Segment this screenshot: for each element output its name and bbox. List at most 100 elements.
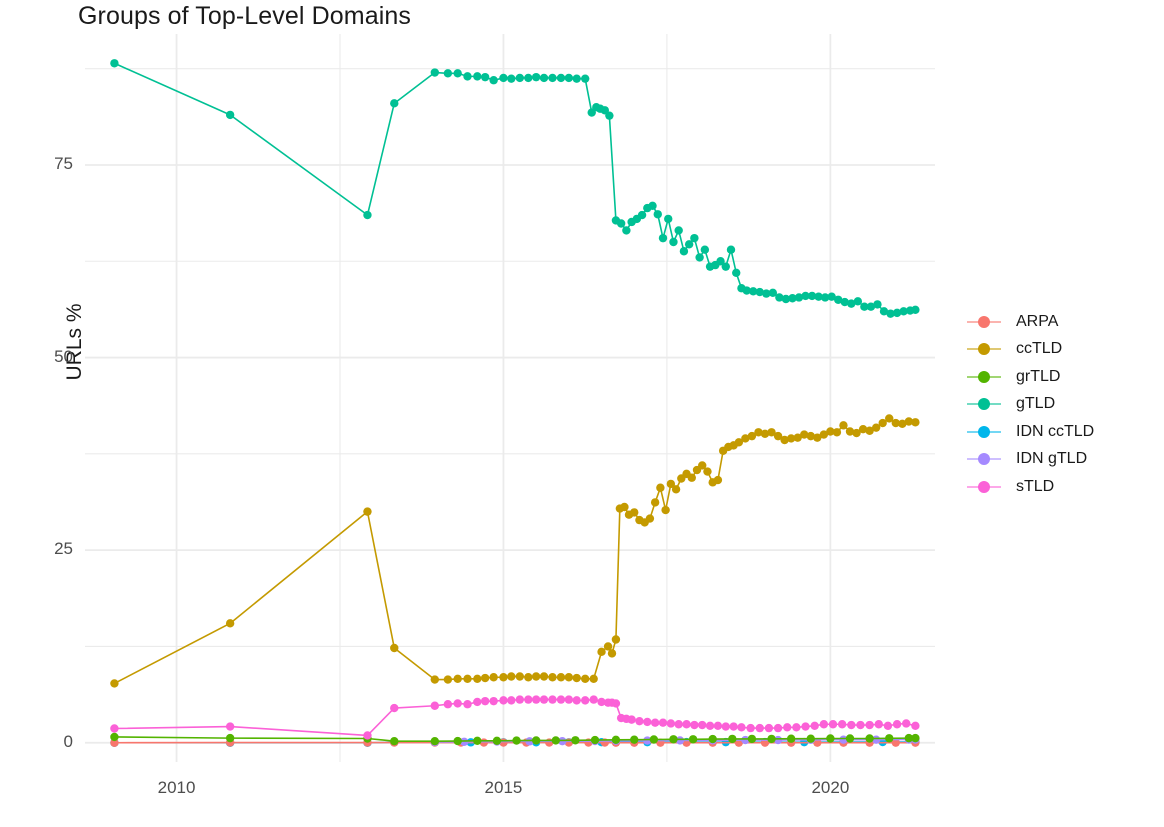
legend-item-grtld[interactable]: grTLD bbox=[966, 363, 1156, 391]
data-point bbox=[635, 716, 644, 726]
data-point bbox=[767, 734, 776, 744]
data-point bbox=[813, 433, 822, 442]
data-point bbox=[687, 473, 696, 482]
legend-key-swatch bbox=[966, 394, 1002, 414]
data-point bbox=[728, 734, 737, 744]
data-point bbox=[904, 417, 914, 426]
data-point bbox=[826, 734, 835, 743]
data-point bbox=[671, 485, 681, 494]
data-point bbox=[572, 673, 581, 683]
data-point bbox=[847, 299, 856, 308]
data-point bbox=[911, 721, 920, 730]
data-point bbox=[489, 696, 498, 706]
data-point bbox=[643, 736, 652, 745]
legend-item-idn-gtld[interactable]: IDN gTLD bbox=[966, 446, 1156, 474]
data-point bbox=[620, 502, 629, 512]
data-point bbox=[572, 74, 581, 83]
legend-dot bbox=[978, 453, 990, 466]
data-point bbox=[648, 201, 657, 210]
data-point bbox=[556, 695, 566, 704]
data-point bbox=[603, 642, 613, 651]
legend-key-swatch bbox=[966, 422, 1002, 442]
data-point bbox=[839, 421, 848, 430]
data-point bbox=[363, 507, 372, 516]
data-point bbox=[658, 718, 668, 727]
data-point bbox=[792, 723, 801, 732]
data-point bbox=[548, 673, 557, 682]
data-point bbox=[453, 674, 462, 683]
data-point bbox=[499, 696, 508, 705]
data-point bbox=[463, 700, 472, 709]
data-point bbox=[225, 733, 235, 743]
legend-item-arpa[interactable]: ARPA bbox=[966, 308, 1156, 336]
data-point bbox=[746, 723, 755, 733]
data-point bbox=[390, 703, 399, 713]
gridlines bbox=[85, 34, 935, 762]
data-point bbox=[754, 428, 763, 437]
data-point bbox=[837, 720, 847, 729]
data-point bbox=[664, 214, 673, 224]
data-point bbox=[866, 302, 876, 311]
chart-title: Groups of Top-Level Domains bbox=[78, 2, 411, 30]
data-point bbox=[674, 226, 683, 235]
data-point bbox=[453, 736, 462, 746]
legend-item-gtld[interactable]: gTLD bbox=[966, 391, 1156, 419]
data-point bbox=[515, 672, 525, 681]
legend-item-idn-cctld[interactable]: IDN ccTLD bbox=[966, 418, 1156, 446]
legend-key-swatch bbox=[966, 312, 1002, 332]
data-point bbox=[911, 305, 920, 314]
data-point bbox=[698, 461, 707, 470]
data-point bbox=[571, 736, 580, 745]
data-point bbox=[539, 73, 549, 83]
series-grtld bbox=[110, 732, 920, 746]
legend-item-cctld[interactable]: ccTLD bbox=[966, 336, 1156, 364]
legend-item-label: gTLD bbox=[1016, 395, 1056, 413]
data-point bbox=[524, 73, 533, 83]
data-point bbox=[911, 418, 920, 427]
data-point bbox=[773, 723, 783, 733]
data-point bbox=[524, 695, 533, 704]
data-point bbox=[564, 673, 574, 682]
data-point bbox=[675, 736, 685, 745]
data-point bbox=[705, 721, 715, 730]
data-point bbox=[473, 72, 482, 81]
legend-key-swatch bbox=[966, 477, 1002, 497]
data-point bbox=[755, 287, 764, 297]
data-point bbox=[669, 237, 678, 247]
legend-item-label: ARPA bbox=[1016, 312, 1059, 330]
data-point bbox=[839, 735, 848, 744]
data-point bbox=[732, 268, 741, 278]
legend-item-stld[interactable]: sTLD bbox=[966, 473, 1156, 501]
data-point bbox=[783, 723, 792, 732]
data-point bbox=[460, 737, 469, 747]
data-point bbox=[741, 735, 750, 745]
data-point bbox=[788, 294, 797, 303]
data-point bbox=[443, 675, 453, 684]
data-point bbox=[564, 73, 574, 83]
data-point bbox=[524, 673, 533, 682]
data-point bbox=[891, 418, 900, 428]
data-point bbox=[515, 695, 525, 704]
data-point bbox=[580, 696, 590, 705]
data-point bbox=[679, 247, 689, 256]
legend-dot bbox=[978, 343, 990, 356]
data-point bbox=[453, 699, 462, 708]
legend-key-swatch bbox=[966, 367, 1002, 387]
legend-item-label: IDN ccTLD bbox=[1016, 422, 1095, 440]
data-point bbox=[531, 736, 541, 745]
data-point bbox=[110, 724, 119, 733]
data-point bbox=[800, 430, 809, 439]
data-point bbox=[512, 736, 521, 745]
y-axis-tick-label: 25 bbox=[54, 539, 73, 559]
data-point bbox=[666, 479, 676, 489]
data-point bbox=[878, 418, 887, 428]
data-point bbox=[865, 426, 874, 435]
data-point bbox=[899, 307, 908, 316]
data-point bbox=[786, 434, 796, 443]
data-point bbox=[551, 736, 560, 745]
data-point bbox=[684, 240, 694, 249]
data-point bbox=[801, 291, 810, 301]
data-point bbox=[531, 72, 541, 82]
data-point bbox=[539, 672, 549, 681]
data-point bbox=[480, 673, 490, 683]
